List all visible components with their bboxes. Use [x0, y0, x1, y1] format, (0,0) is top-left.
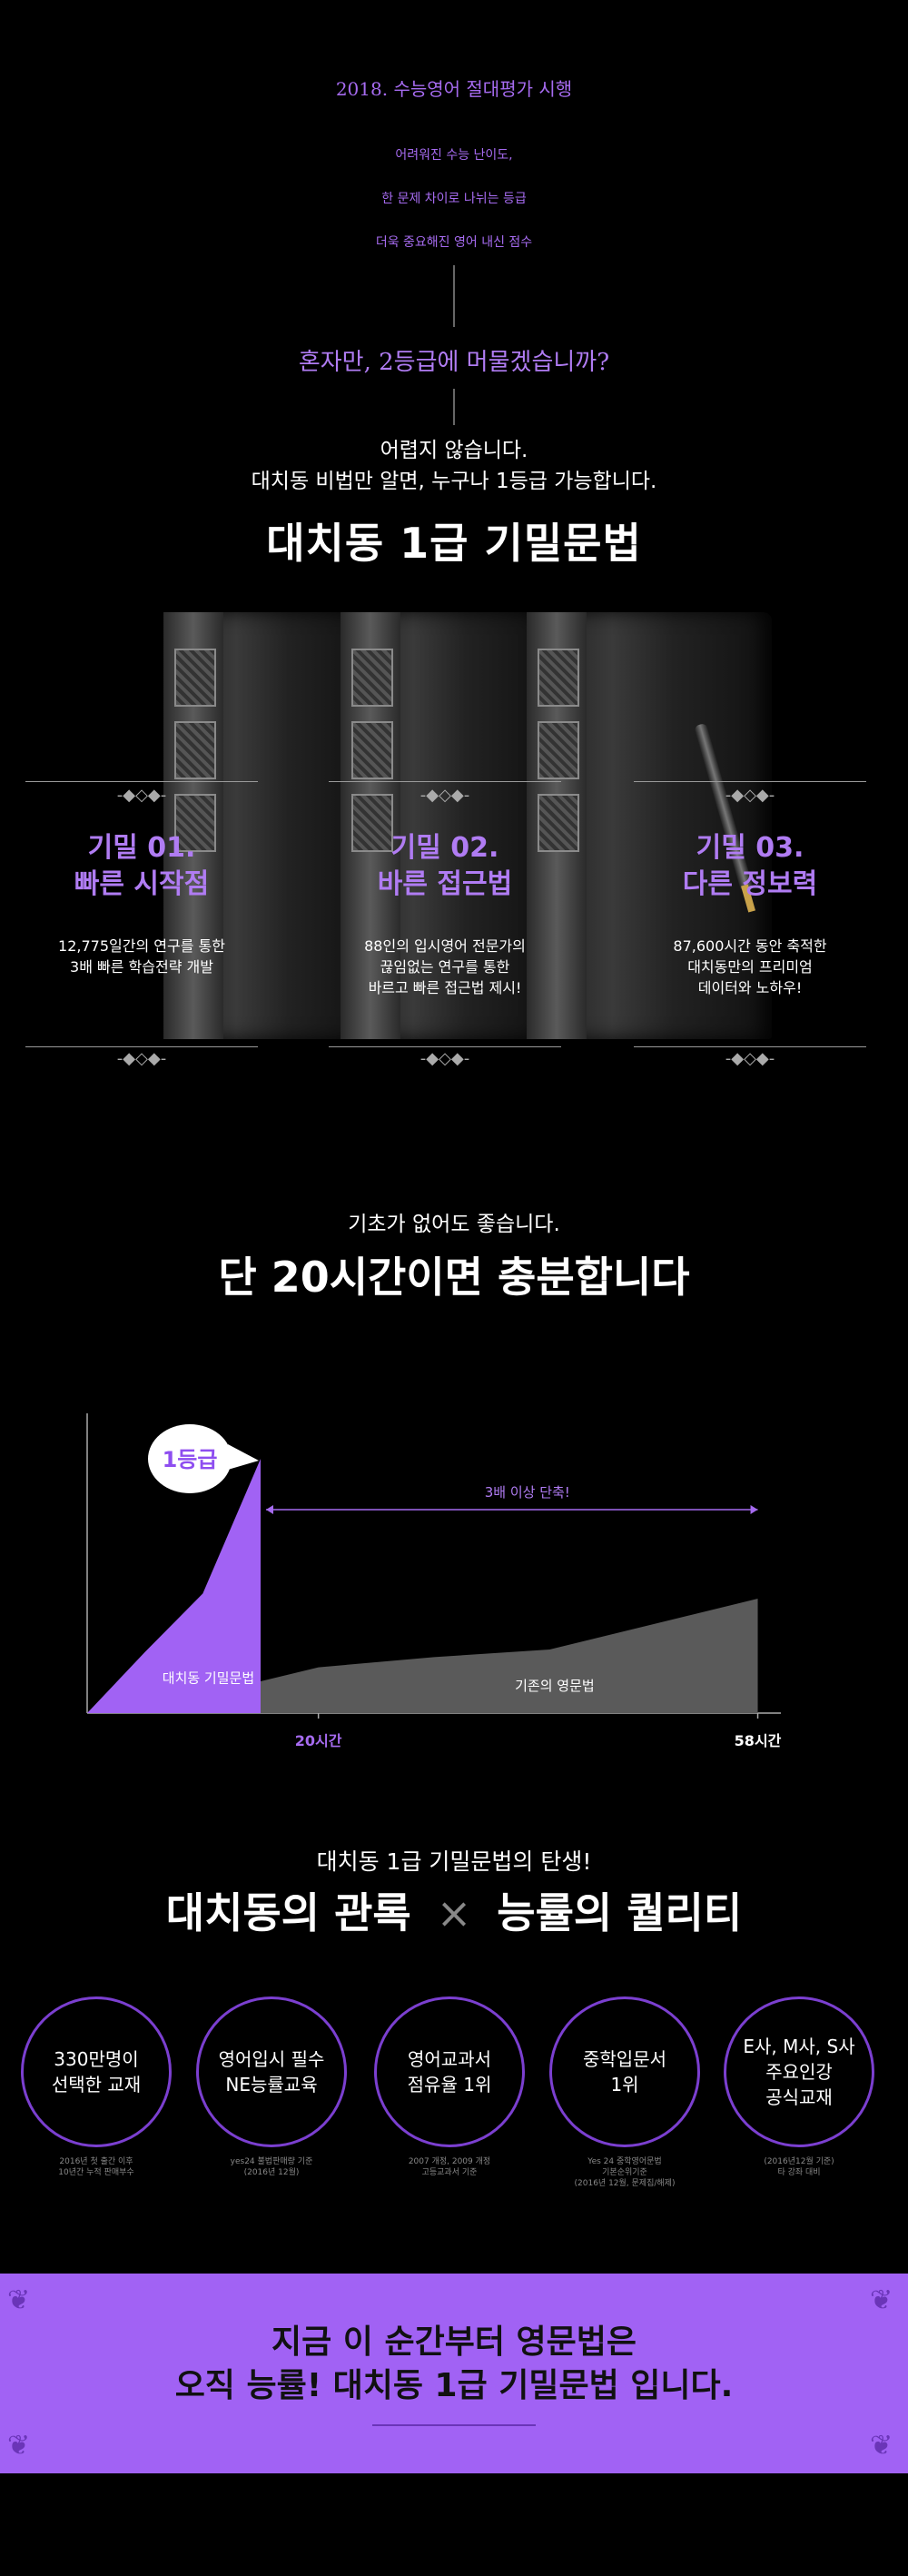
- ornament-line: [329, 1046, 561, 1047]
- divider-line: [453, 265, 455, 327]
- ornament-line: [329, 781, 561, 782]
- birth-title: 대치동의 관록 × 능률의 퀄리티: [0, 1880, 908, 1940]
- stat-note-1: 2016년 첫 출간 이후 10년간 누적 판매부수: [58, 2157, 134, 2177]
- stat-circle-4: 중학입문서 1위: [549, 1996, 700, 2147]
- chart-title: 단 20시간이면 충분합니다: [218, 1253, 690, 1302]
- birth-subtitle: 대치동 1급 기밀문법의 탄생!: [316, 1848, 592, 1875]
- corner-ornament-icon: ❦: [870, 2284, 893, 2316]
- series-area-1: [87, 1459, 261, 1713]
- book: [527, 612, 772, 1039]
- corner-ornament-icon: ❦: [7, 2284, 31, 2316]
- intro-line-2: 한 문제 차이로 나뉘는 등급: [381, 192, 527, 206]
- bubble-shape: [148, 1424, 232, 1493]
- flourish-icon: -◆◇◆-: [725, 786, 775, 805]
- stat-circle-5: E사, M사, S사 주요인강 공식교재: [724, 1996, 874, 2147]
- series-label: 대치동 기밀문법: [163, 1669, 254, 1686]
- bubble-label: 1등급: [163, 1447, 218, 1472]
- birth-section: 대치동 1급 기밀문법의 탄생! 대치동의 관록 × 능률의 퀄리티 330만명이 …: [0, 1789, 908, 2271]
- corner-ornament-icon: ❦: [7, 2430, 31, 2462]
- bubble-tail: [228, 1444, 259, 1470]
- feature-title-3: 기밀 03. 다른 정보력: [682, 832, 818, 900]
- ornament-line: [634, 781, 866, 782]
- birth-title-right: 능률의 퀄리티: [497, 1888, 743, 1937]
- books-image: [0, 612, 908, 1039]
- flourish-icon: -◆◇◆-: [116, 1049, 167, 1068]
- flourish-icon: -◆◇◆-: [419, 1049, 470, 1068]
- birth-title-left: 대치동의 관록: [165, 1888, 411, 1937]
- stat-note-2: yes24 불법판매량 기준 (2016년 12월): [230, 2157, 313, 2177]
- stat-circle-3: 영어교과서 점유율 1위: [374, 1996, 525, 2147]
- divider-line: [453, 389, 455, 425]
- feature-title-1: 기밀 01. 빠른 시작점: [74, 832, 210, 900]
- intro-line-3: 더욱 중요해진 영어 내신 점수: [375, 235, 533, 250]
- feature-desc-1: 12,775일간의 연구를 통한 3배 빠른 학습전략 개발: [58, 937, 225, 976]
- intro-question: 혼자만, 2등급에 머물겠습니까?: [298, 349, 610, 376]
- x-tick-label: 20시간: [295, 1732, 342, 1749]
- cross-icon: ×: [436, 1888, 472, 1937]
- stat-circle-1: 330만명이 선택한 교재: [21, 1996, 172, 2147]
- flourish-icon: -◆◇◆-: [725, 1049, 775, 1068]
- intro-top-line: 2018. 수능영어 절대평가 시행: [335, 78, 573, 100]
- intro-section: 2018. 수능영어 절대평가 시행 어려워진 수능 난이도, 한 문제 차이로…: [0, 0, 908, 1081]
- feature-desc-3: 87,600시간 동안 축적한 대치동만의 프리미엄 데이터와 노하우!: [673, 937, 827, 996]
- book: [163, 612, 372, 1039]
- feature-title-2: 기밀 02. 바른 접근법: [377, 832, 513, 900]
- stat-circle-2: 영어입시 필수 NE능률교육: [196, 1996, 347, 2147]
- intro-answer-1: 어렵지 않습니다.: [380, 439, 528, 462]
- flourish-icon: -◆◇◆-: [419, 786, 470, 805]
- arrow-head-left: [266, 1505, 273, 1514]
- ornament-line: [25, 1046, 258, 1047]
- series-label: 기존의 영문법: [515, 1678, 595, 1694]
- stat-note-3: 2007 개정, 2009 개정 고등교과서 기준: [408, 2157, 491, 2177]
- intro-answer-2: 대치동 비법만 알면, 누구나 1등급 가능합니다.: [251, 470, 657, 493]
- intro-title: 대치동 1급 기밀문법: [266, 519, 642, 568]
- footer-banner: ❦ ❦ ❦ ❦ 지금 이 순간부터 영문법은 오직 능률! 대치동 1급 기밀문…: [0, 2274, 908, 2473]
- corner-ornament-icon: ❦: [870, 2430, 893, 2462]
- footer-text: 지금 이 순간부터 영문법은 오직 능률! 대치동 1급 기밀문법 입니다.: [174, 2323, 734, 2404]
- stat-note-4: Yes 24 중학영어문법 기본순위기준 (2016년 12월, 문제집/해제): [574, 2157, 676, 2188]
- ornament-line: [634, 1046, 866, 1047]
- feature-desc-2: 88인의 입시영어 전문가의 끊임없는 연구를 통한 바르고 빠른 접근법 제시…: [364, 937, 526, 996]
- book: [340, 612, 549, 1039]
- intro-line-1: 어려워진 수능 난이도,: [395, 148, 513, 163]
- arrow-label: 3배 이상 단축!: [485, 1484, 570, 1501]
- footer-divider: [372, 2424, 536, 2426]
- flourish-icon: -◆◇◆-: [116, 786, 167, 805]
- arrow-head-right: [750, 1505, 758, 1514]
- chart-subtitle: 기초가 없어도 좋습니다.: [348, 1213, 560, 1236]
- x-tick-label: 58시간: [735, 1732, 782, 1749]
- ornament-line: [25, 781, 258, 782]
- stat-note-5: (2016년12월 기준) 타 강좌 대비: [764, 2157, 834, 2177]
